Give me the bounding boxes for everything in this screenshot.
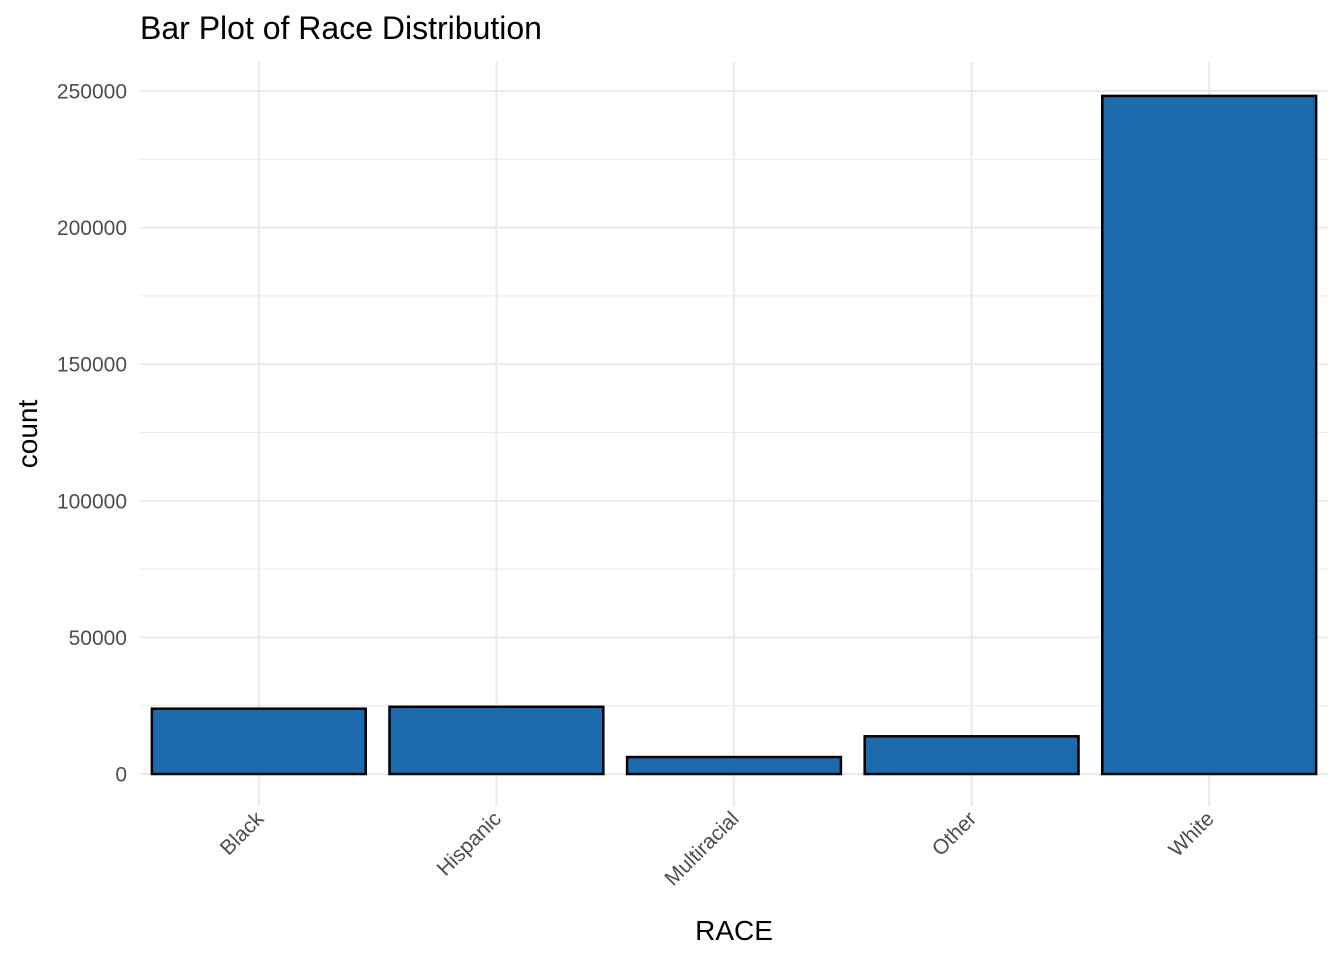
bars-group [150,94,1318,776]
x-tick-label: Multiracial [660,807,743,890]
bar-hispanic [388,705,605,776]
bar-white [1101,94,1318,776]
x-tick-labels: Black Hispanic Multiracial Other White [216,807,1219,890]
x-tick-label: Black [216,807,269,860]
y-tick-label: 250000 [57,81,127,104]
bar-other [863,735,1080,776]
bar-black [150,707,367,776]
y-tick-labels: 0 50000 100000 150000 200000 250000 [57,81,127,787]
y-tick-label: 150000 [57,354,127,377]
y-tick-label: 50000 [69,627,127,650]
y-tick-label: 0 [115,764,127,787]
chart-title: Bar Plot of Race Distribution [140,10,542,46]
y-tick-label: 100000 [57,490,127,513]
x-axis-title: RACE [695,915,773,946]
y-axis-title: count [12,400,43,469]
x-tick-label: Hispanic [433,807,506,880]
bar-multiracial [625,755,843,776]
x-tick-label: Other [928,807,981,860]
x-tick-label: White [1165,807,1219,861]
y-tick-label: 200000 [57,217,127,240]
